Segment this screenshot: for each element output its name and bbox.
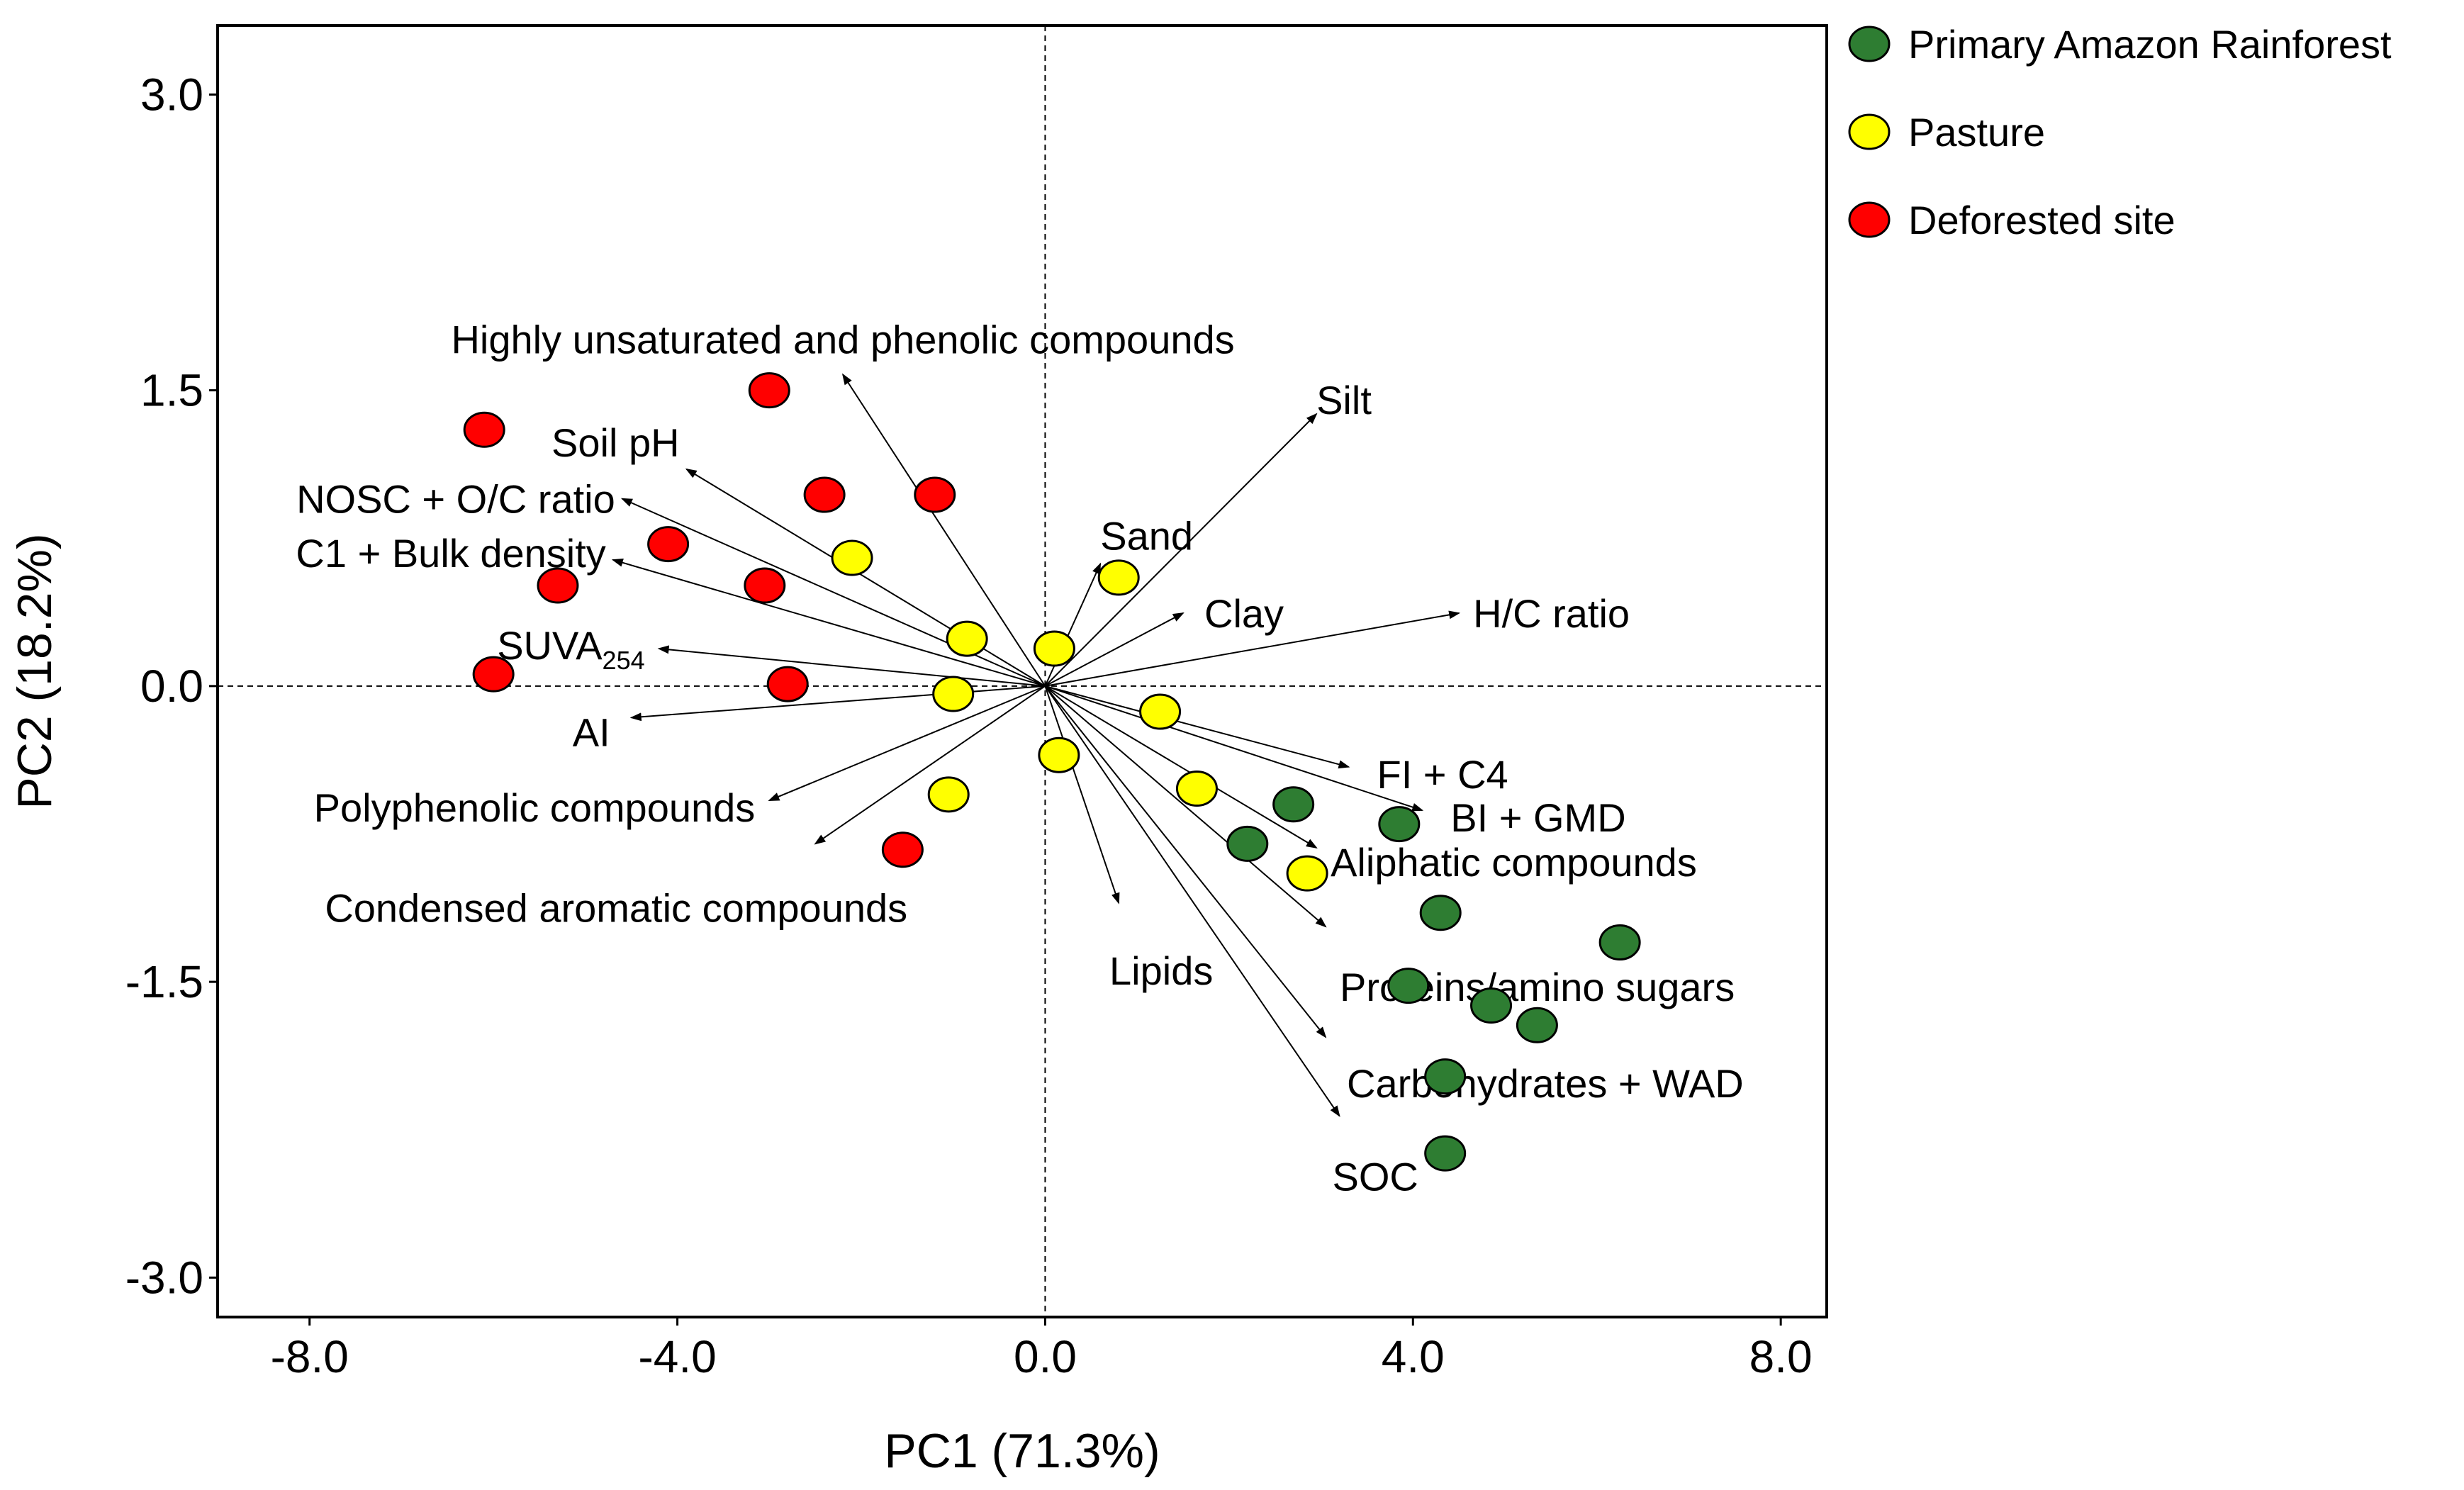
loading-label-clay: Clay [1204,591,1284,636]
loading-vectors: Highly unsaturated and phenolic compound… [296,317,1743,1199]
point-pasture [831,539,873,576]
point-primary-amazon-rainforest [1272,786,1315,823]
point-pasture [1033,630,1075,667]
y-axis-title: PC2 (18.2%) [8,533,62,809]
loading-label-carbohydrates-wad: Carbohydrates + WAD [1347,1061,1744,1106]
loading-arrow-c1-bulk-density [611,558,1046,687]
point-deforested-site [647,526,690,563]
point-primary-amazon-rainforest [1424,1058,1467,1095]
loading-label-suva254: SUVA254 [497,623,644,675]
point-pasture [932,676,975,712]
reference-lines [218,26,1827,1317]
point-primary-amazon-rainforest [1419,895,1462,931]
point-pasture [1175,771,1218,807]
loading-label-aliphatic-compounds: Aliphatic compounds [1331,840,1697,885]
loading-label-soc: SOC [1333,1154,1418,1199]
x-axis-title: PC1 (71.3%) [884,1424,1160,1478]
y-tick-label: -1.5 [125,956,203,1007]
score-points [463,372,1641,1172]
point-deforested-site [914,476,956,513]
loading-arrow-lipids [1044,685,1120,904]
y-tick-label: 1.5 [140,365,203,416]
loading-label-lipids: Lipids [1109,948,1213,993]
point-pasture [1139,693,1182,730]
loading-arrow-sand [1044,562,1102,687]
y-tick-label: 3.0 [140,69,203,120]
loading-label-silt: Silt [1316,378,1372,422]
point-pasture [1038,736,1080,773]
point-primary-amazon-rainforest [1226,825,1269,862]
loading-label-bi-gmd: BI + GMD [1450,795,1625,840]
y-axis-ticks: 3.0 1.5 0.0 -1.5 -3.0 [125,69,218,1303]
loading-arrow-aliphatic-compounds [1044,685,1318,848]
point-deforested-site [537,567,579,604]
point-primary-amazon-rainforest [1387,968,1430,1004]
point-primary-amazon-rainforest [1378,806,1421,843]
loading-arrow-condensed-aromatic-compounds [814,685,1046,845]
point-deforested-site [803,476,846,513]
loading-arrow-highly-unsaturated-and-phenolic-compounds [841,373,1046,687]
loading-arrow-clay [1044,612,1185,687]
y-tick-label: 0.0 [140,661,203,712]
point-deforested-site [463,411,505,448]
x-tick-label: 0.0 [1014,1331,1077,1382]
point-pasture [1097,559,1140,596]
loading-arrow-soc [1044,685,1340,1117]
loading-label-nosc-o-c-ratio: NOSC + O/C ratio [296,477,615,522]
plot-frame [216,24,1828,1318]
legend-marker-pasture [1848,113,1891,150]
point-primary-amazon-rainforest [1424,1135,1467,1172]
loading-arrow-proteins-amino-sugars [1044,685,1327,928]
legend-label-primary-amazon-rainforest: Primary Amazon Rainforest [1908,22,2392,67]
loading-arrow-polyphenolic-compounds [768,685,1046,802]
legend: Primary Amazon Rainforest Pasture Deforest… [1848,22,2392,242]
point-pasture [946,620,988,657]
loading-arrow-suva254 [657,645,1046,687]
point-pasture [927,776,970,813]
loading-label-condensed-aromatic-compounds: Condensed aromatic compounds [325,885,907,930]
point-primary-amazon-rainforest [1516,1007,1558,1043]
point-deforested-site [472,656,515,693]
loading-arrow-h-c-ratio [1045,610,1461,687]
loading-arrow-soil-ph [685,468,1046,687]
legend-label-deforested-site: Deforested site [1908,198,2175,242]
legend-marker-deforested-site [1848,201,1891,238]
loading-label-highly-unsaturated-and-phenolic-compounds: Highly unsaturated and phenolic compound… [451,317,1234,362]
loading-label-h-c-ratio: H/C ratio [1473,591,1630,636]
loading-arrow-carbohydrates-wad [1044,685,1327,1038]
loading-label-sand: Sand [1100,513,1193,558]
loading-arrow-nosc-o-c-ratio [620,498,1046,687]
point-deforested-site [748,372,790,409]
loading-label-soil-ph: Soil pH [551,420,680,465]
point-deforested-site [766,666,809,702]
point-primary-amazon-rainforest [1598,924,1641,960]
legend-marker-primary-amazon-rainforest [1848,26,1891,62]
loading-arrow-silt [1044,413,1318,687]
loading-arrow-ai [629,685,1046,722]
x-tick-label: -4.0 [638,1331,716,1382]
loading-label-ai: AI [573,710,610,754]
point-pasture [1286,855,1328,892]
loading-label-fi-c4: FI + C4 [1377,752,1508,797]
x-tick-label: 8.0 [1749,1331,1813,1382]
x-axis-ticks: -8.0 -4.0 0.0 4.0 8.0 [271,1317,1813,1382]
y-tick-label: -3.0 [125,1252,203,1303]
legend-label-pasture: Pasture [1908,110,2045,155]
loading-arrow-fi-c4 [1045,685,1350,769]
loading-arrow-bi-gmd [1045,685,1424,812]
point-deforested-site [881,831,924,868]
x-tick-label: -8.0 [271,1331,349,1382]
loading-label-polyphenolic-compounds: Polyphenolic compounds [314,785,756,830]
point-deforested-site [744,567,786,604]
point-primary-amazon-rainforest [1470,987,1513,1024]
x-tick-label: 4.0 [1382,1331,1445,1382]
